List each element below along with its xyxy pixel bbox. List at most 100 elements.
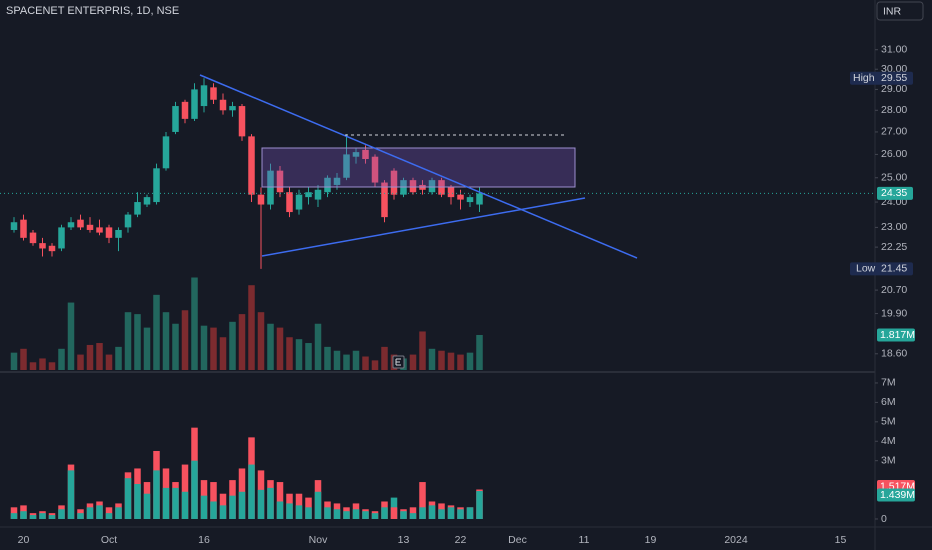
volume-bar bbox=[153, 470, 160, 519]
earnings-icon-glyph bbox=[395, 358, 401, 366]
volume-bar bbox=[428, 348, 436, 370]
currency-button[interactable] bbox=[876, 1, 924, 21]
volume-bar bbox=[428, 505, 436, 519]
volume-bar bbox=[77, 513, 84, 519]
volume-bar bbox=[143, 327, 151, 370]
volume-bar bbox=[191, 460, 198, 519]
candle-body bbox=[39, 243, 46, 249]
y-tick-label: 19.90 bbox=[881, 307, 907, 319]
candle-body bbox=[324, 177, 331, 193]
volume-bar bbox=[219, 505, 227, 519]
volume-bar bbox=[134, 484, 141, 519]
candle-body bbox=[428, 180, 436, 193]
candle-body bbox=[457, 194, 464, 200]
volume-bar bbox=[48, 515, 56, 519]
candle-body bbox=[58, 227, 65, 249]
candle-body bbox=[238, 106, 246, 137]
drawings bbox=[199, 74, 638, 369]
volume-bar bbox=[276, 327, 284, 370]
x-tick-label: 19 bbox=[645, 534, 657, 546]
volume-bar bbox=[343, 511, 350, 519]
candle-body bbox=[257, 194, 265, 205]
volume-bar bbox=[381, 507, 388, 519]
volume-bar bbox=[191, 277, 198, 370]
y-tick-label: 4M bbox=[881, 435, 896, 447]
volume-bar bbox=[143, 493, 151, 519]
volume-bar bbox=[457, 509, 464, 519]
volume-bar bbox=[362, 356, 369, 370]
volume-bar bbox=[362, 511, 369, 519]
x-tick-label: 13 bbox=[398, 534, 410, 546]
x-tick-label: 15 bbox=[835, 534, 847, 546]
y-tick-label: 18.60 bbox=[881, 348, 907, 360]
volume-bar bbox=[248, 464, 255, 519]
volume-bar bbox=[86, 507, 94, 519]
candle-body bbox=[105, 227, 113, 238]
candle-body bbox=[48, 245, 56, 252]
volume-bar bbox=[352, 350, 360, 370]
volume-bar bbox=[10, 352, 18, 370]
volume-bar bbox=[476, 491, 483, 519]
high-tag: 29.55 bbox=[881, 72, 907, 84]
volume-bar bbox=[305, 343, 312, 370]
high-tag-bg bbox=[850, 71, 913, 85]
currency-label[interactable]: INR bbox=[883, 5, 902, 17]
volume-bar bbox=[238, 314, 246, 370]
volume-bar bbox=[172, 323, 179, 370]
volume-bar bbox=[96, 343, 103, 370]
candle-body bbox=[115, 229, 122, 238]
volume-bar bbox=[58, 509, 65, 519]
x-tick-label: Nov bbox=[309, 534, 328, 546]
volume-bar bbox=[324, 346, 331, 370]
volume-bar bbox=[419, 482, 426, 519]
volume-bar bbox=[438, 350, 445, 370]
volume-bar bbox=[305, 507, 312, 519]
candle-body bbox=[305, 192, 312, 198]
x-tick-label: 20 bbox=[18, 534, 30, 546]
y-tick-label: 25.00 bbox=[881, 172, 907, 184]
candle-body bbox=[77, 219, 84, 228]
volume-bar bbox=[438, 509, 445, 519]
volume-bar bbox=[48, 362, 56, 370]
candle-body bbox=[295, 194, 303, 210]
rectangle-drawing bbox=[261, 147, 576, 188]
x-tick-label: 16 bbox=[198, 534, 210, 546]
candle-body bbox=[352, 152, 360, 157]
volume-bar bbox=[314, 323, 322, 370]
volume-bar bbox=[447, 507, 455, 519]
volume-bar bbox=[295, 505, 303, 519]
volume-bar bbox=[39, 513, 46, 519]
high-tag: High bbox=[853, 72, 875, 84]
volume-bar bbox=[229, 321, 236, 370]
volume-bar bbox=[324, 507, 331, 519]
candle-body bbox=[447, 187, 455, 198]
candle-body bbox=[172, 106, 179, 132]
candle-body bbox=[67, 222, 75, 228]
y-tick-label: 26.00 bbox=[881, 148, 907, 160]
volume-bar bbox=[219, 337, 227, 370]
volume-bar bbox=[447, 352, 455, 370]
y-tick-label: 29.00 bbox=[881, 83, 907, 95]
volume-bar bbox=[419, 331, 426, 370]
volume-bar bbox=[381, 346, 388, 370]
candle-body bbox=[371, 156, 379, 183]
y-tick-label: 7M bbox=[881, 377, 896, 389]
candle-body bbox=[476, 193, 483, 205]
volume-bar bbox=[105, 513, 113, 519]
candle-body bbox=[86, 224, 94, 230]
volume-bar bbox=[466, 507, 474, 519]
candle-body bbox=[96, 227, 103, 233]
volume-bar bbox=[39, 358, 46, 370]
candle-body bbox=[248, 136, 255, 195]
candle-body bbox=[343, 154, 350, 178]
candle-body bbox=[143, 197, 151, 205]
volume-bar bbox=[400, 511, 407, 519]
x-tick-label: 22 bbox=[455, 534, 467, 546]
candle-body bbox=[390, 170, 398, 195]
volume-bar bbox=[210, 501, 217, 519]
y-tick-label: 5M bbox=[881, 416, 896, 428]
volume-bar bbox=[134, 314, 141, 370]
volume-bar bbox=[124, 478, 132, 519]
volume-bar bbox=[419, 507, 426, 519]
chart-title: SPACENET ENTERPRIS, 1D, NSE bbox=[6, 5, 179, 17]
